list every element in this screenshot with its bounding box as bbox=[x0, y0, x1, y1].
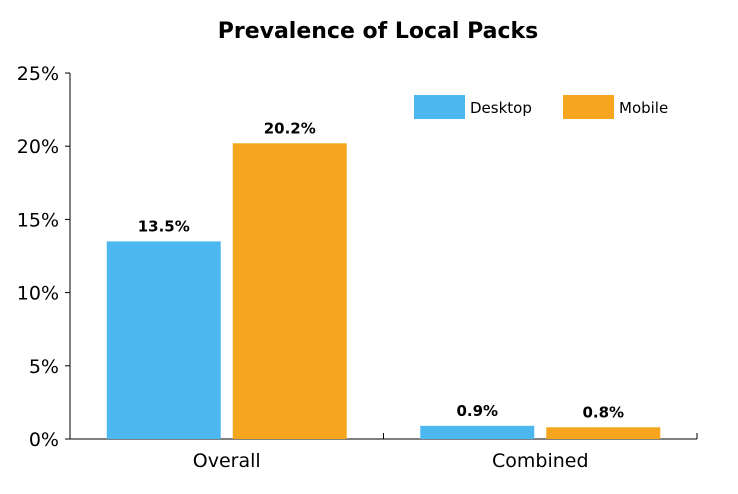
data-label: 13.5% bbox=[138, 217, 190, 235]
y-tick-label: 15% bbox=[17, 209, 59, 231]
x-category-label: Overall bbox=[193, 450, 261, 472]
legend: Desktop Mobile bbox=[414, 95, 668, 119]
bar-mobile-overall bbox=[232, 143, 347, 439]
y-tick-label: 25% bbox=[17, 63, 59, 85]
x-axis-labels: Overall Combined bbox=[193, 450, 589, 472]
y-tick-label: 5% bbox=[29, 356, 59, 378]
bar-desktop-combined bbox=[420, 425, 535, 439]
x-category-label: Combined bbox=[492, 450, 589, 472]
data-label: 20.2% bbox=[264, 119, 316, 137]
legend-swatch-desktop bbox=[414, 95, 465, 119]
bar-series: 13.5% 20.2% 0.9% 0.8% bbox=[106, 119, 661, 439]
legend-label-mobile: Mobile bbox=[619, 99, 668, 117]
data-label: 0.9% bbox=[456, 402, 498, 420]
y-tick-label: 20% bbox=[17, 136, 59, 158]
y-tick-label: 10% bbox=[17, 283, 59, 305]
legend-swatch-mobile bbox=[563, 95, 614, 119]
y-axis-ticks: 0% 5% 10% 15% 20% 25% bbox=[17, 63, 70, 451]
bar-desktop-overall bbox=[106, 241, 221, 439]
bar-mobile-combined bbox=[546, 427, 661, 439]
chart-title: Prevalence of Local Packs bbox=[218, 19, 539, 44]
y-tick-label: 0% bbox=[29, 429, 59, 451]
data-label: 0.8% bbox=[582, 403, 624, 421]
legend-label-desktop: Desktop bbox=[470, 99, 532, 117]
